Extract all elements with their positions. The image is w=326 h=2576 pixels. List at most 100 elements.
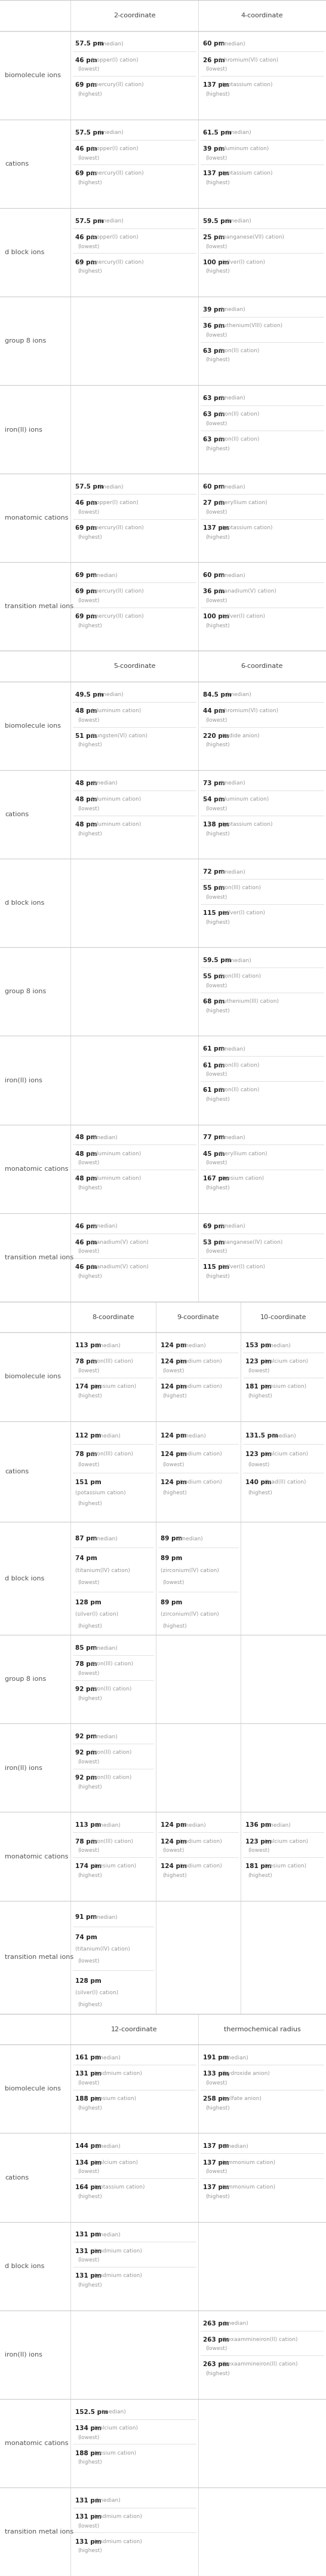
Text: (highest): (highest) bbox=[78, 533, 102, 541]
Text: cations: cations bbox=[5, 811, 29, 817]
Text: (median): (median) bbox=[93, 2056, 121, 2061]
Text: (zirconium(IV) cation): (zirconium(IV) cation) bbox=[160, 1569, 219, 1574]
Text: 55 pm: 55 pm bbox=[203, 886, 225, 891]
Text: (lowest): (lowest) bbox=[205, 420, 227, 425]
Text: (highest): (highest) bbox=[78, 1873, 102, 1878]
Text: (cesium cation): (cesium cation) bbox=[93, 1862, 136, 1868]
Text: 77 pm: 77 pm bbox=[203, 1133, 225, 1141]
Text: 128 pm: 128 pm bbox=[75, 1978, 101, 1984]
Text: (lowest): (lowest) bbox=[248, 1847, 270, 1852]
Text: (lowest): (lowest) bbox=[78, 2524, 99, 2530]
Text: 188 pm: 188 pm bbox=[75, 2450, 101, 2455]
Text: 92 pm: 92 pm bbox=[75, 1687, 97, 1692]
Text: (aluminum cation): (aluminum cation) bbox=[90, 822, 141, 827]
Text: (lowest): (lowest) bbox=[205, 510, 227, 515]
Text: (highest): (highest) bbox=[205, 1007, 230, 1012]
Text: (cesium cation): (cesium cation) bbox=[93, 2450, 136, 2455]
Text: 74 pm: 74 pm bbox=[75, 1556, 97, 1561]
Text: 48 pm: 48 pm bbox=[75, 1133, 97, 1141]
Text: 46 pm: 46 pm bbox=[75, 234, 97, 240]
Text: 10-coordinate: 10-coordinate bbox=[260, 1314, 306, 1319]
Text: (lowest): (lowest) bbox=[205, 2081, 227, 2087]
Text: (titanium(IV) cation): (titanium(IV) cation) bbox=[75, 1569, 130, 1574]
Text: 69 pm: 69 pm bbox=[75, 613, 97, 618]
Text: (highest): (highest) bbox=[78, 2282, 102, 2287]
Text: (cadmium cation): (cadmium cation) bbox=[93, 2514, 142, 2519]
Text: (lowest): (lowest) bbox=[248, 1461, 270, 1468]
Text: (lowest): (lowest) bbox=[78, 2169, 99, 2174]
Text: (chromium(VI) cation): (chromium(VI) cation) bbox=[218, 57, 279, 62]
Text: (median): (median) bbox=[178, 1432, 206, 1437]
Text: 78 pm: 78 pm bbox=[75, 1662, 97, 1667]
Text: (tungsten(VI) cation): (tungsten(VI) cation) bbox=[90, 734, 148, 739]
Text: 78 pm: 78 pm bbox=[75, 1360, 97, 1365]
Text: 78 pm: 78 pm bbox=[75, 1450, 97, 1458]
Text: 61 pm: 61 pm bbox=[203, 1046, 225, 1051]
Text: 68 pm: 68 pm bbox=[203, 999, 225, 1005]
Text: 59.5 pm: 59.5 pm bbox=[203, 958, 231, 963]
Text: 124 pm: 124 pm bbox=[160, 1432, 186, 1440]
Text: 133 pm: 133 pm bbox=[203, 2071, 229, 2076]
Text: (lowest): (lowest) bbox=[163, 1461, 185, 1468]
Text: 25 pm: 25 pm bbox=[203, 234, 225, 240]
Text: (highest): (highest) bbox=[205, 446, 230, 451]
Text: 137 pm: 137 pm bbox=[203, 170, 229, 178]
Text: 36 pm: 36 pm bbox=[203, 322, 225, 330]
Text: 181 pm: 181 pm bbox=[245, 1383, 272, 1388]
Text: (lowest): (lowest) bbox=[78, 510, 99, 515]
Text: (lowest): (lowest) bbox=[205, 984, 227, 989]
Text: 92 pm: 92 pm bbox=[75, 1775, 97, 1780]
Text: (copper(I) cation): (copper(I) cation) bbox=[90, 147, 139, 152]
Text: cations: cations bbox=[5, 160, 29, 167]
Text: (iron(II) cation): (iron(II) cation) bbox=[218, 348, 259, 353]
Text: (mercury(II) cation): (mercury(II) cation) bbox=[90, 82, 144, 88]
Text: (iron(II) cation): (iron(II) cation) bbox=[218, 435, 259, 440]
Text: (median): (median) bbox=[175, 1535, 203, 1540]
Text: (iron(III) cation): (iron(III) cation) bbox=[218, 974, 261, 979]
Text: (lowest): (lowest) bbox=[78, 1368, 99, 1373]
Text: (lowest): (lowest) bbox=[78, 245, 99, 250]
Text: (potassium cation): (potassium cation) bbox=[93, 2184, 145, 2190]
Text: (iron(II) cation): (iron(II) cation) bbox=[90, 1775, 132, 1780]
Text: 131 pm: 131 pm bbox=[75, 2071, 101, 2076]
Text: d block ions: d block ions bbox=[5, 2264, 44, 2269]
Text: 164 pm: 164 pm bbox=[75, 2184, 101, 2190]
Text: 131.5 pm: 131.5 pm bbox=[245, 1432, 278, 1440]
Text: (lowest): (lowest) bbox=[205, 1159, 227, 1167]
Text: 124 pm: 124 pm bbox=[160, 1839, 186, 1844]
Text: (silver(I) cation): (silver(I) cation) bbox=[75, 1991, 118, 1996]
Text: (highest): (highest) bbox=[163, 1489, 187, 1497]
Text: (iron(III) cation): (iron(III) cation) bbox=[90, 1360, 133, 1365]
Text: (highest): (highest) bbox=[248, 1489, 272, 1497]
Text: 63 pm: 63 pm bbox=[203, 412, 225, 417]
Text: d block ions: d block ions bbox=[5, 250, 44, 255]
Text: (highest): (highest) bbox=[78, 2002, 102, 2007]
Text: (sodium cation): (sodium cation) bbox=[178, 1360, 222, 1365]
Text: 69 pm: 69 pm bbox=[75, 526, 97, 531]
Text: (potassium cation): (potassium cation) bbox=[220, 822, 273, 827]
Text: transition metal ions: transition metal ions bbox=[5, 1955, 74, 1960]
Text: (silver(I) cation): (silver(I) cation) bbox=[75, 1613, 118, 1618]
Text: (lowest): (lowest) bbox=[78, 1759, 99, 1765]
Text: (lowest): (lowest) bbox=[78, 1159, 99, 1167]
Text: (highest): (highest) bbox=[205, 2105, 230, 2110]
Text: (lowest): (lowest) bbox=[78, 598, 99, 603]
Text: 63 pm: 63 pm bbox=[203, 435, 225, 443]
Text: 124 pm: 124 pm bbox=[160, 1479, 186, 1486]
Text: (lowest): (lowest) bbox=[78, 1249, 99, 1255]
Text: 151 pm: 151 pm bbox=[75, 1479, 101, 1486]
Text: (cesium cation): (cesium cation) bbox=[263, 1862, 306, 1868]
Text: (aluminum cation): (aluminum cation) bbox=[90, 708, 141, 714]
Text: (lowest): (lowest) bbox=[205, 719, 227, 724]
Text: 124 pm: 124 pm bbox=[160, 1821, 186, 1829]
Text: 89 pm: 89 pm bbox=[160, 1556, 182, 1561]
Text: (median): (median) bbox=[218, 397, 245, 402]
Text: (copper(I) cation): (copper(I) cation) bbox=[90, 234, 139, 240]
Text: 36 pm: 36 pm bbox=[203, 587, 225, 595]
Text: 73 pm: 73 pm bbox=[203, 781, 225, 786]
Text: 131 pm: 131 pm bbox=[75, 2514, 101, 2519]
Text: 174 pm: 174 pm bbox=[75, 1383, 101, 1388]
Text: (lowest): (lowest) bbox=[78, 1461, 99, 1468]
Text: 60 pm: 60 pm bbox=[203, 41, 225, 46]
Text: 49.5 pm: 49.5 pm bbox=[75, 693, 104, 698]
